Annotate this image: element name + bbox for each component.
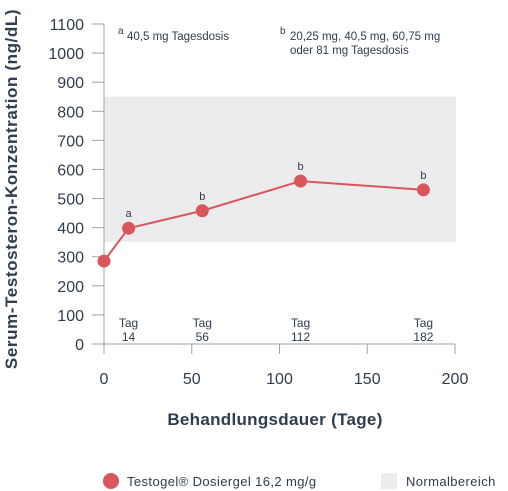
data-point [416,183,430,197]
legend-marker [103,473,119,489]
series-points: a b b b [97,161,430,268]
annotation-a-marker: a [118,26,124,37]
y-tick-label: 800 [57,104,84,121]
data-point-label: a [126,208,133,220]
x-tick-label: 50 [183,371,201,388]
y-tick-label: 500 [57,192,84,209]
day-label-line1: Tag [119,316,138,330]
x-tick-label: 0 [100,371,109,388]
annotation-b: b 20,25 mg, 40,5 mg, 60,75 mg oder 81 mg… [280,26,440,57]
y-axis-title: Serum-Testosteron-Konzentration (ng/dL) [2,9,21,369]
legend-range-swatch [381,473,397,489]
x-axis-title: Behandlungsdauer (Tage) [167,410,382,429]
day-label-line1: Tag [414,316,433,330]
annotation-b-line1: 20,25 mg, 40,5 mg, 60,75 mg [290,31,440,43]
legend: Testogel® Dosiergel 16,2 mg/g Normalbere… [103,473,496,489]
y-tick-label: 400 [57,221,84,238]
day-label-line2: 112 [291,330,310,344]
y-tick-label: 0 [75,337,84,354]
y-tick-label: 300 [57,250,84,267]
annotation-a-text: 40,5 mg Tagesdosis [127,31,229,43]
x-axis: 0 50 100 150 200 [100,344,469,388]
x-tick-label: 100 [266,371,293,388]
day-label-line2: 14 [122,330,136,344]
annotation-b-line2: oder 81 mg Tagesdosis [290,45,409,57]
annotation-b-marker: b [280,26,286,37]
day-label-line2: 56 [196,330,210,344]
y-tick-label: 700 [57,133,84,150]
data-point [294,174,308,188]
y-tick-label: 1000 [48,46,84,63]
x-tick-label: 150 [354,371,381,388]
data-point-label: b [199,191,205,203]
data-point [97,254,111,268]
data-point-label: b [297,161,303,173]
legend-series-label: Testogel® Dosiergel 16,2 mg/g [127,474,317,489]
data-point [195,204,209,218]
annotation-a: a 40,5 mg Tagesdosis [118,26,229,43]
y-tick-label: 100 [57,308,84,325]
day-label-line2: 182 [413,330,433,344]
y-axis: 0 100 200 300 400 500 600 700 800 900 1000 1100 [48,17,104,354]
y-tick-label: 900 [57,75,84,92]
day-label-line1: Tag [291,316,310,330]
normal-range-band [104,96,456,243]
data-point-label: b [420,170,426,182]
x-tick-label: 200 [442,371,469,388]
day-label-line1: Tag [193,316,212,330]
legend-range-label: Normalbereich [406,474,496,489]
y-tick-label: 1100 [50,17,85,34]
y-tick-label: 600 [57,162,84,179]
y-tick-label: 200 [57,279,84,296]
data-point [122,221,136,235]
